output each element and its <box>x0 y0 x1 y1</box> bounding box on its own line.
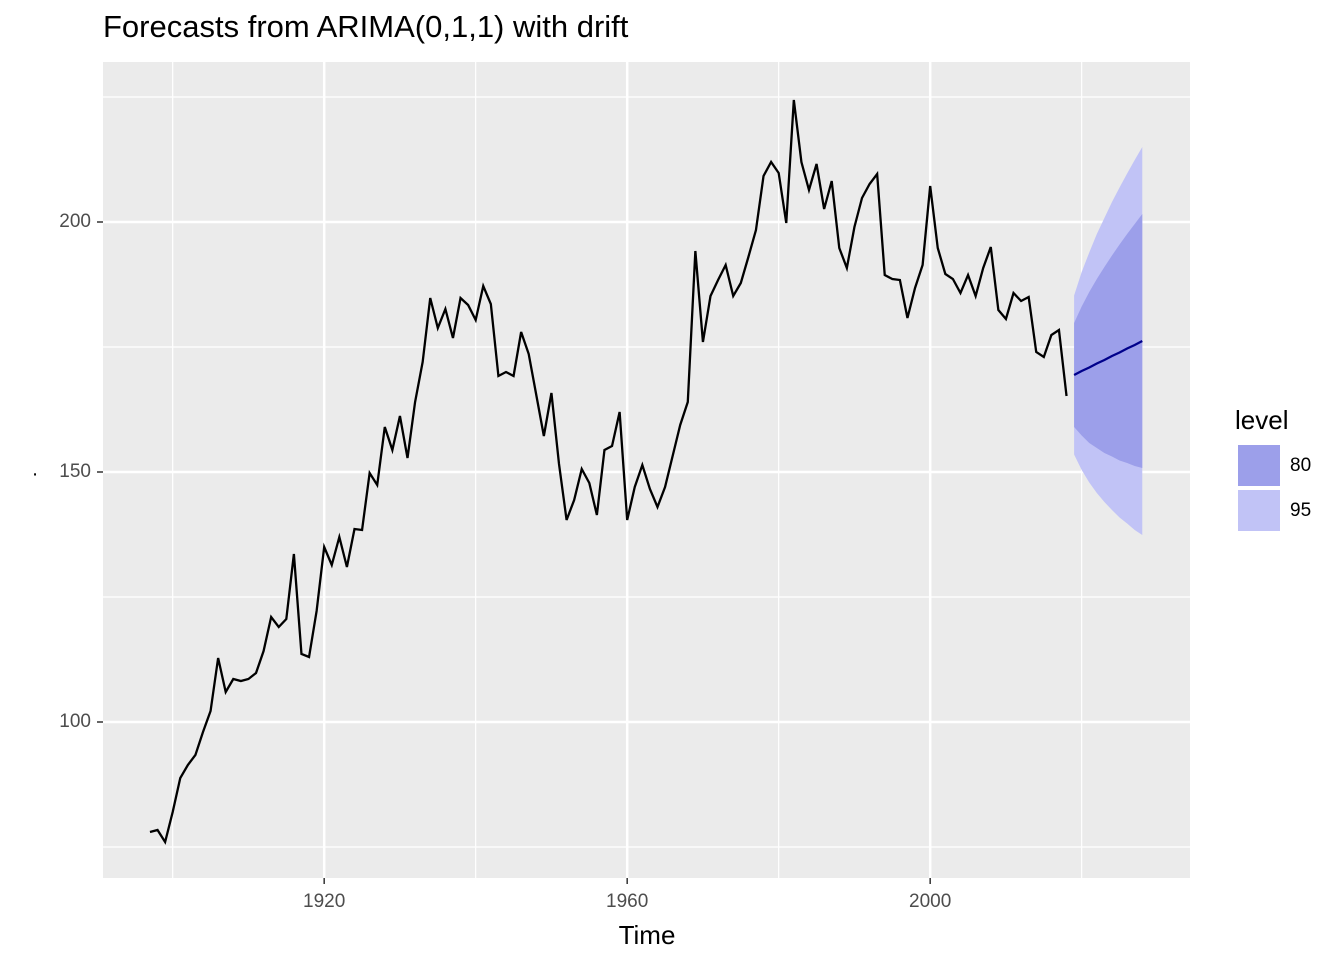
x-tick-label: 1920 <box>303 891 345 912</box>
plot-panel <box>103 62 1190 878</box>
legend-label: 80 <box>1290 455 1311 476</box>
legend-label: 95 <box>1290 500 1311 521</box>
legend-key <box>1238 490 1280 531</box>
legend-title: level <box>1235 405 1288 435</box>
y-tick-label: 150 <box>59 461 91 482</box>
x-tick-label: 1960 <box>606 891 648 912</box>
y-tick-label: 200 <box>59 211 91 232</box>
legend-key <box>1238 445 1280 486</box>
x-axis-title: Time <box>619 920 676 950</box>
chart-title: Forecasts from ARIMA(0,1,1) with drift <box>103 9 629 44</box>
interval-band <box>1074 214 1143 468</box>
y-axis-title: . <box>32 458 38 480</box>
history-line <box>149 99 1068 845</box>
x-tick-label: 2000 <box>909 891 951 912</box>
forecast-line <box>1073 339 1143 377</box>
y-tick-label: 100 <box>59 711 91 732</box>
